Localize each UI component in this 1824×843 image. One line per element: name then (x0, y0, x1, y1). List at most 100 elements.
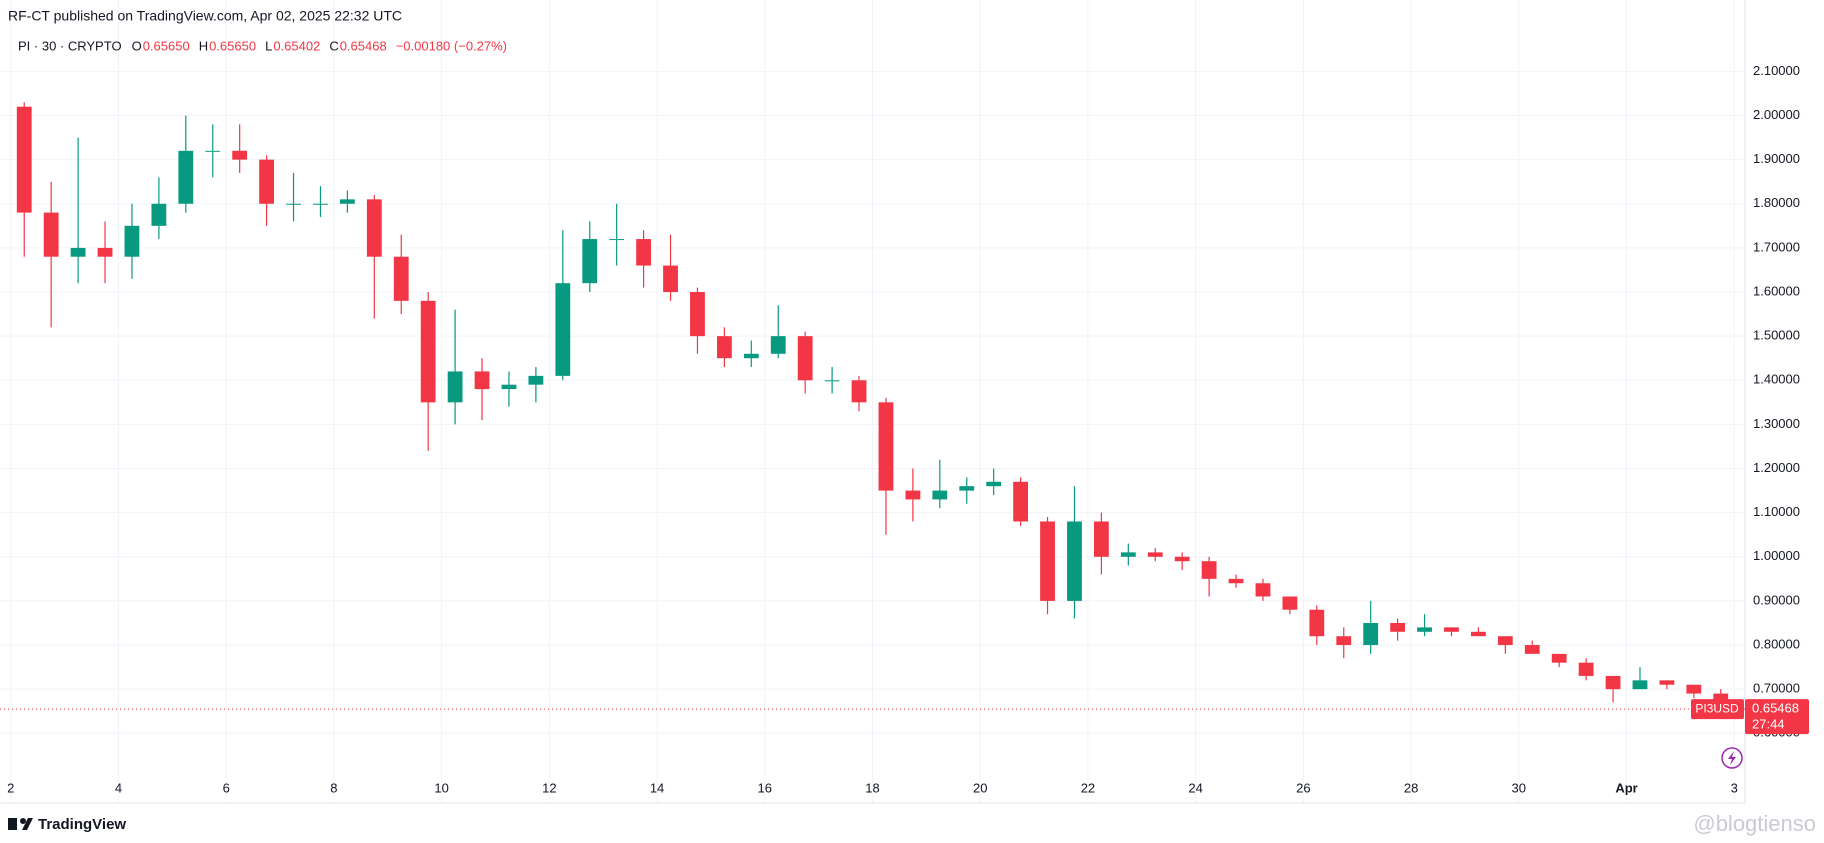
x-tick-label: 30 (1512, 780, 1526, 795)
logo-part (8, 818, 17, 830)
ticker-box (1691, 699, 1744, 720)
candle-body (1040, 521, 1055, 601)
candle-body (851, 380, 867, 403)
candle-body (16, 106, 32, 213)
y-tick-label: 0.70000 (1753, 681, 1800, 696)
candle-body (743, 353, 759, 359)
alert-bolt (1728, 751, 1736, 765)
candle-body (1524, 645, 1540, 654)
x-tick-label: 28 (1404, 780, 1418, 795)
y-tick-label: 1.70000 (1753, 239, 1800, 254)
legend-value: 0.65402 (273, 38, 320, 53)
y-tick-label: 1.50000 (1753, 328, 1800, 343)
candle-body (1632, 680, 1648, 690)
symbol: PI · 30 · CRYPTO (18, 38, 122, 53)
x-tick-label: 22 (1081, 780, 1095, 795)
y-tick-label: 2.00000 (1753, 107, 1800, 122)
brand: TradingView (38, 816, 126, 833)
candle-body (151, 203, 167, 226)
candle-body (986, 481, 1002, 487)
y-tick-label: 1.60000 (1753, 283, 1800, 298)
candle-body (932, 490, 948, 500)
candle-body (420, 300, 436, 403)
candle-body (1228, 578, 1244, 584)
candle-body (528, 375, 544, 385)
legend-key: L (265, 38, 272, 53)
candle-body (178, 150, 194, 204)
candle-body (1470, 631, 1486, 637)
candle-body (716, 336, 732, 359)
x-tick-label: 20 (973, 780, 987, 795)
logo-part (20, 818, 26, 824)
x-tick-label: Apr (1615, 780, 1637, 795)
y-tick-label: 1.00000 (1753, 548, 1800, 563)
axes: 0.600000.700000.800000.900001.000001.100… (7, 63, 1800, 796)
x-tick-label: 18 (865, 780, 879, 795)
x-tick-label: 26 (1296, 780, 1310, 795)
candle-body (1067, 521, 1082, 601)
legend-key: C (329, 38, 338, 53)
x-tick-label: 24 (1188, 780, 1202, 795)
candle-body (1417, 627, 1432, 632)
candle-body (1551, 653, 1567, 663)
x-tick-label: 2 (7, 780, 14, 795)
ticker-label: PI3USD (1695, 701, 1739, 715)
logo-part (22, 818, 33, 830)
legend-change: −0.00180 (−0.27%) (396, 38, 507, 53)
y-tick-label: 1.90000 (1753, 151, 1800, 166)
x-tick-label: 8 (330, 780, 337, 795)
candle-body (663, 265, 678, 293)
y-tick-label: 0.80000 (1753, 636, 1800, 651)
grid (0, 0, 1745, 803)
last-price-box (1745, 699, 1809, 735)
candle-body (1578, 662, 1594, 676)
candle-body (1013, 481, 1029, 522)
candle-body (313, 203, 328, 205)
candle-body (366, 199, 382, 257)
candle-body (878, 402, 894, 491)
candle-body (447, 371, 463, 403)
y-tick-label: 1.30000 (1753, 416, 1800, 431)
countdown: 27:44 (1752, 717, 1785, 732)
candle-body (1147, 552, 1163, 557)
y-tick-label: 1.80000 (1753, 195, 1800, 210)
candle-body (1120, 552, 1136, 557)
candle-body (582, 239, 598, 284)
x-tick-label: 14 (650, 780, 664, 795)
candle-body (770, 336, 786, 354)
candle-body (1336, 636, 1352, 646)
y-tick-label: 1.20000 (1753, 460, 1800, 475)
candle-body (286, 203, 301, 205)
candle-body (690, 292, 705, 337)
candle-body (124, 225, 140, 257)
candle-body (232, 150, 248, 160)
candle-body (959, 486, 975, 491)
ohlc-legend: O 0.65650 H 0.65650 L 0.65402 C 0.65468 −0.00180… (132, 38, 507, 53)
candle-body (474, 371, 490, 390)
candle-body (1686, 684, 1702, 694)
legend-value: 0.65650 (143, 38, 190, 53)
candle-body (1444, 627, 1459, 632)
x-tick-label: 6 (223, 780, 230, 795)
candle-body (1309, 609, 1325, 637)
legend-value: 0.65650 (209, 38, 256, 53)
candle-body (1201, 561, 1217, 579)
alert-icon[interactable] (1721, 747, 1743, 769)
candle-body (97, 247, 113, 257)
candle-body (501, 384, 517, 390)
brand-logo (8, 818, 33, 830)
x-tick-label: 16 (758, 780, 772, 795)
publisher-line: RF-CT published on TradingView.com, Apr … (8, 8, 402, 24)
y-tick-label: 1.10000 (1753, 504, 1800, 519)
last-price-label: 0.65468 (1752, 701, 1799, 716)
candle-body (339, 199, 355, 204)
candle-body (393, 256, 409, 301)
candle-body (609, 239, 625, 241)
x-tick-label: 3 (1731, 780, 1738, 795)
legend-key: H (199, 38, 208, 53)
y-tick-label: 0.90000 (1753, 592, 1800, 607)
candle-body (636, 239, 652, 266)
candle-body (1363, 622, 1379, 646)
